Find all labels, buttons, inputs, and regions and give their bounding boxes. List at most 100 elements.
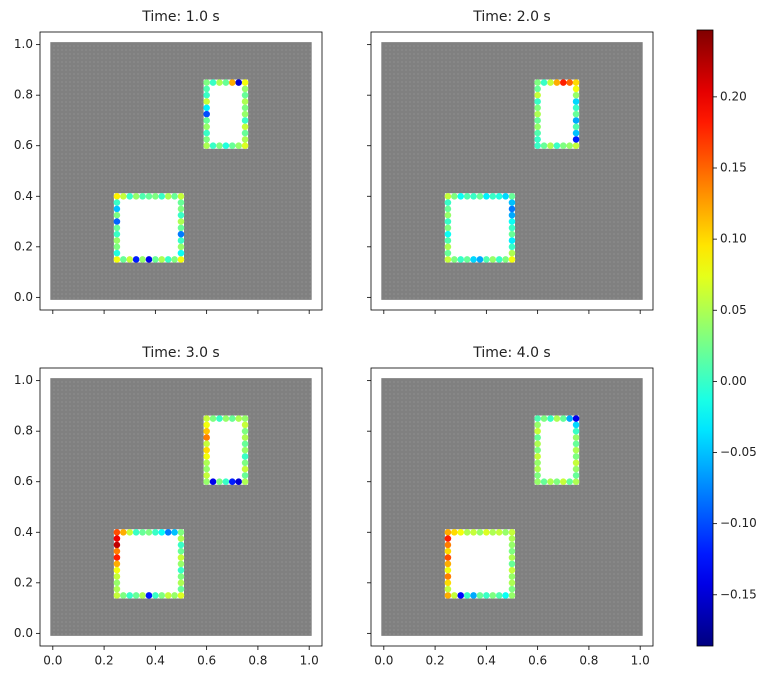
boundary-point — [444, 218, 452, 225]
axes-frame — [39, 367, 323, 647]
boundary-point — [203, 459, 210, 467]
boundary-point — [572, 472, 580, 479]
subplot-title: Time: 1.0 s — [141, 9, 219, 25]
boundary-point — [241, 472, 249, 479]
boundary-point — [559, 415, 567, 422]
boundary-point — [203, 98, 210, 105]
boundary-point — [572, 123, 580, 131]
subplot: Time: 4.0 s 0.0 0.2 0.4 0.6 0.8 1.0 — [367, 345, 654, 668]
boundary-point — [451, 592, 458, 599]
boundary-point — [508, 528, 516, 536]
boundary-point — [228, 142, 236, 150]
boundary-point — [203, 440, 210, 448]
boundary-point — [164, 592, 172, 599]
boundary-point — [444, 541, 452, 549]
boundary-point — [152, 592, 159, 599]
boundary-point — [547, 415, 554, 422]
boundary-point — [495, 528, 503, 536]
boundary-point — [534, 440, 541, 448]
hole — [113, 193, 184, 263]
boundary-point — [164, 528, 172, 536]
boundary-point — [177, 547, 185, 555]
boundary-point — [203, 478, 210, 486]
boundary-point — [203, 453, 210, 460]
boundary-point — [113, 230, 121, 238]
x-tick-label: 0.4 — [146, 654, 165, 668]
boundary-point — [177, 541, 185, 549]
boundary-point — [203, 142, 210, 150]
boundary-point — [241, 465, 249, 473]
boundary-point — [139, 528, 146, 536]
boundary-point — [470, 256, 477, 263]
boundary-point — [572, 79, 580, 86]
boundary-point — [508, 547, 516, 555]
axes-frame — [39, 31, 323, 311]
boundary-point — [241, 142, 249, 150]
axes-frame — [370, 31, 654, 311]
boundary-point — [177, 205, 185, 213]
boundary-point — [152, 256, 159, 263]
boundary-point — [489, 528, 497, 536]
boundary-point — [508, 205, 516, 213]
boundary-point — [177, 192, 185, 200]
boundary-point — [120, 528, 127, 536]
boundary-point — [235, 415, 242, 422]
boundary-point — [444, 573, 452, 580]
y-tick-label: 0.8 — [14, 88, 33, 102]
boundary-point — [216, 142, 223, 150]
boundary-point — [502, 256, 509, 263]
x-tick-label: 0.0 — [43, 654, 62, 668]
boundary-point — [572, 117, 580, 124]
boundary-point — [171, 528, 178, 536]
boundary-point — [203, 434, 210, 441]
colorbar: −0.15 −0.10 −0.05 0.00 0.05 0.10 0.15 0.20 — [696, 29, 757, 647]
boundary-point — [203, 446, 210, 454]
boundary-point — [241, 415, 249, 422]
boundary-point — [203, 117, 210, 124]
boundary-point — [572, 440, 580, 448]
boundary-point — [476, 592, 484, 599]
colorbar-tick-label: −0.10 — [720, 516, 757, 530]
boundary-point — [444, 554, 452, 561]
boundary-point — [241, 129, 249, 137]
boundary-point — [241, 123, 249, 131]
boundary-point — [139, 256, 146, 263]
boundary-point — [177, 224, 185, 232]
boundary-point — [463, 528, 471, 536]
boundary-point — [222, 142, 230, 150]
boundary-point — [113, 237, 121, 244]
y-tick-label: 0.6 — [14, 474, 33, 488]
y-tick-label: 0.4 — [14, 525, 33, 539]
boundary-point — [572, 459, 580, 467]
hole — [534, 415, 580, 485]
boundary-point — [241, 91, 249, 99]
boundary-point — [113, 592, 121, 599]
boundary-point — [572, 415, 580, 422]
boundary-point — [534, 478, 541, 486]
boundary-point — [120, 256, 127, 263]
y-tick-label: 0.6 — [14, 138, 33, 152]
boundary-point — [241, 434, 249, 441]
boundary-point — [444, 224, 452, 232]
boundary-point — [158, 592, 166, 599]
boundary-point — [451, 256, 458, 263]
boundary-point — [444, 547, 452, 555]
boundary-point — [203, 110, 210, 118]
x-tick-label: 0.6 — [528, 654, 547, 668]
boundary-point — [566, 142, 573, 150]
boundary-point — [572, 446, 580, 454]
boundary-point — [457, 592, 465, 599]
boundary-point — [113, 205, 121, 213]
boundary-point — [177, 230, 185, 238]
boundary-point — [508, 224, 516, 232]
boundary-point — [534, 129, 541, 137]
boundary-point — [209, 142, 217, 150]
boundary-point — [483, 192, 490, 200]
boundary-point — [476, 256, 484, 263]
colorbar-tick-label: 0.05 — [720, 303, 747, 317]
boundary-point — [126, 192, 134, 200]
boundary-point — [534, 136, 541, 143]
boundary-point — [177, 554, 185, 561]
boundary-point — [177, 566, 185, 574]
y-tick-label: 0.4 — [14, 189, 33, 203]
